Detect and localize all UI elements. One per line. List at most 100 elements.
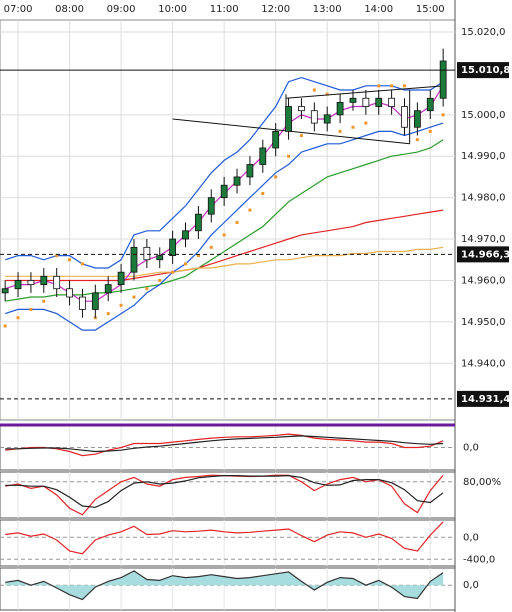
y-tick-label: 0,0 — [463, 532, 479, 543]
y-tick-label: -400,0 — [463, 554, 495, 565]
candle-body — [323, 114, 331, 124]
y-tick-label: 14.940,0 — [461, 358, 506, 369]
candle-body — [1, 288, 9, 294]
level-label: 14.966,3 — [461, 249, 510, 260]
candle-body — [156, 255, 164, 261]
level-label: 15.010,8 — [461, 65, 510, 76]
sar-dot — [403, 84, 407, 88]
candle-body — [336, 102, 344, 116]
indicator-line — [5, 122, 444, 331]
sar-dot — [196, 254, 200, 258]
sar-dot — [3, 324, 7, 328]
sar-dot — [68, 258, 72, 262]
x-tick-label: 12:00 — [261, 4, 290, 15]
x-tick-label: 09:00 — [107, 4, 136, 15]
sar-dot — [16, 316, 20, 320]
y-tick-label: 14.970,0 — [461, 234, 506, 245]
y-tick-label: 15.020,0 — [461, 27, 506, 38]
y-tick-label: 0,0 — [463, 580, 479, 591]
candle-body — [401, 106, 408, 128]
sar-dot — [42, 299, 46, 303]
candle-body — [40, 275, 48, 285]
y-tick-label: 80,00% — [463, 477, 501, 488]
candle-body — [79, 296, 86, 310]
sar-dot — [325, 92, 329, 96]
indicator-line — [5, 209, 444, 282]
x-tick-label: 14:00 — [364, 4, 393, 15]
indicator-line — [5, 76, 444, 269]
candle-body — [349, 97, 357, 103]
indicator-line — [5, 139, 444, 302]
x-tick-label: 15:00 — [416, 4, 445, 15]
sar-dot — [106, 312, 110, 316]
candle-body — [413, 110, 421, 128]
sar-dot — [119, 303, 123, 307]
candle-body — [298, 106, 305, 112]
candle-body — [285, 106, 292, 132]
candle-body — [233, 176, 241, 186]
sar-dot — [441, 113, 445, 117]
candle-body — [246, 164, 254, 178]
indicator-line — [5, 570, 444, 601]
indicator-line — [5, 474, 444, 508]
sar-dot — [428, 129, 432, 133]
sar-dot — [171, 270, 175, 274]
x-tick-label: 07:00 — [4, 4, 33, 15]
y-tick-label: 15.000,0 — [461, 110, 506, 121]
x-tick-label: 11:00 — [210, 4, 239, 15]
candle-body — [143, 246, 151, 261]
candle-body — [27, 280, 35, 285]
sar-dot — [299, 134, 303, 138]
sar-dot — [312, 88, 316, 92]
x-tick-label: 10:00 — [158, 4, 187, 15]
level-box — [457, 390, 509, 407]
sar-dot — [132, 295, 136, 299]
y-tick-label: 14.960,0 — [461, 275, 506, 286]
panel-frame — [0, 471, 456, 519]
sar-dot — [364, 121, 368, 125]
sar-dot — [248, 208, 252, 212]
candle-body — [362, 97, 370, 107]
sar-dot — [158, 278, 162, 282]
level-label: 14.931,4 — [461, 394, 510, 405]
x-tick-label: 08:00 — [55, 4, 84, 15]
y-tick-label: 14.990,0 — [461, 151, 506, 162]
sar-dot — [390, 84, 394, 88]
sar-dot — [415, 138, 419, 142]
candle-body — [439, 60, 447, 99]
candle-body — [194, 213, 202, 232]
candle-body — [426, 97, 434, 112]
sar-dot — [287, 154, 291, 158]
indicator-line — [5, 435, 444, 453]
candle-body — [388, 97, 396, 107]
level-box — [457, 246, 509, 263]
y-tick-label: 0,0 — [463, 443, 479, 454]
candle-body — [220, 184, 228, 199]
sar-dot — [209, 245, 213, 249]
candle-body — [310, 110, 318, 124]
sar-dot — [338, 129, 342, 133]
candle-body — [375, 97, 383, 107]
candle-body — [117, 271, 125, 285]
candle-body — [53, 275, 61, 290]
candle-body — [272, 130, 280, 149]
candle-body — [66, 288, 73, 298]
sar-dot — [80, 262, 84, 266]
level-box — [457, 62, 509, 79]
y-tick-label: 14.950,0 — [461, 317, 506, 328]
sar-dot — [145, 287, 149, 291]
candle-body — [207, 197, 215, 215]
indicator-line — [5, 246, 444, 277]
x-tick-label: 13:00 — [313, 4, 342, 15]
candle-body — [14, 280, 22, 290]
sar-dot — [377, 84, 381, 88]
candle-body — [91, 292, 99, 310]
sar-dot — [274, 175, 278, 179]
sar-dot — [55, 254, 59, 258]
indicator-line — [5, 433, 444, 457]
indicator-line — [5, 521, 444, 555]
candle-body — [169, 238, 177, 257]
sar-dot — [222, 233, 226, 237]
candle-body — [130, 246, 138, 273]
